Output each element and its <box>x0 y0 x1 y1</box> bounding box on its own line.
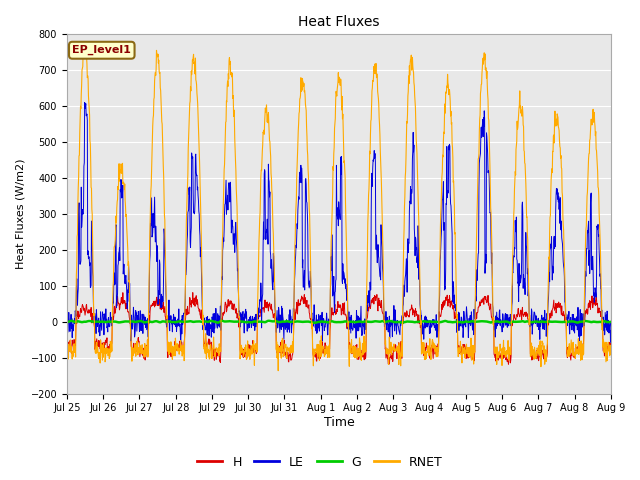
H <box>171 339 179 345</box>
Text: EP_level1: EP_level1 <box>72 45 131 55</box>
G <box>506 320 514 326</box>
Legend: H, LE, G, RNET: H, LE, G, RNET <box>193 451 447 474</box>
LE <box>246 324 253 330</box>
LE <box>171 314 179 320</box>
G <box>424 319 431 324</box>
H <box>543 353 551 359</box>
Line: H: H <box>67 293 611 364</box>
H <box>495 352 502 358</box>
LE <box>63 323 71 329</box>
X-axis label: Time: Time <box>323 416 355 429</box>
G <box>245 319 253 325</box>
RNET <box>80 43 88 48</box>
LE <box>185 207 193 213</box>
LE <box>495 319 503 325</box>
G <box>218 318 225 324</box>
H <box>245 344 253 350</box>
LE <box>543 311 551 316</box>
LE <box>177 340 184 346</box>
Line: G: G <box>67 321 611 323</box>
H <box>607 341 614 347</box>
Line: RNET: RNET <box>67 46 611 371</box>
RNET <box>63 346 71 352</box>
H <box>184 312 192 317</box>
RNET <box>607 344 614 349</box>
H <box>504 361 512 367</box>
LE <box>424 323 432 328</box>
LE <box>607 328 614 334</box>
Line: LE: LE <box>67 103 611 343</box>
RNET <box>171 353 179 359</box>
H <box>189 290 196 296</box>
RNET <box>543 343 551 349</box>
RNET <box>245 346 253 352</box>
RNET <box>184 145 192 151</box>
RNET <box>495 349 503 355</box>
Title: Heat Fluxes: Heat Fluxes <box>298 15 380 29</box>
G <box>63 319 71 325</box>
RNET <box>275 368 282 373</box>
RNET <box>424 343 432 348</box>
H <box>424 345 431 350</box>
G <box>184 319 192 324</box>
G <box>171 319 179 325</box>
G <box>543 319 551 324</box>
H <box>63 342 71 348</box>
Y-axis label: Heat Fluxes (W/m2): Heat Fluxes (W/m2) <box>15 159 25 269</box>
G <box>495 319 502 324</box>
G <box>607 319 614 325</box>
LE <box>81 100 88 106</box>
